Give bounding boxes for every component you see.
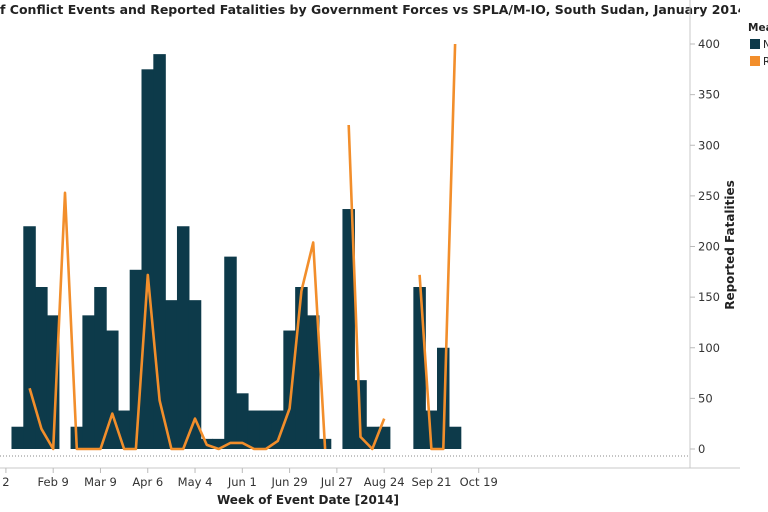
bar [82,315,95,449]
bar [247,410,261,449]
bar [165,300,178,449]
line-layer [28,43,457,451]
bar [306,315,320,449]
y-tick-label: 300 [698,138,720,152]
series-line [28,191,327,451]
bar [106,330,119,449]
bar [271,410,285,449]
y-tick-label: 350 [698,88,720,102]
bar [117,410,131,449]
chart-title: f Conflict Events and Reported Fatalitie… [0,2,740,17]
legend-label: N [763,39,768,51]
bars-layer [11,54,462,449]
y-tick-label: 400 [698,37,720,51]
bar [129,269,143,449]
x-tick-label: Aug 24 [364,475,405,489]
bar [377,426,391,449]
series-line [418,43,457,451]
bar [176,226,190,449]
bar [413,287,426,449]
y-tick-label: 50 [698,391,713,405]
legend: Mea NR [748,22,768,68]
legend-title: Mea [748,22,768,34]
bar [94,287,107,449]
x-tick-label: Jul 27 [320,475,353,489]
x-tick-label: May 4 [178,475,213,489]
bar [283,330,296,449]
bar [212,438,225,449]
y-axis-title: Reported Fatalities [723,180,737,310]
x-tick-label: 2 [2,475,9,489]
bar [342,209,355,449]
bar [46,315,60,449]
x-tick-label: Jun 1 [227,475,257,489]
bar [35,287,48,449]
y-tick-label: 250 [698,189,720,203]
bar [448,426,462,449]
y-tick-label: 0 [698,442,705,456]
bar [224,256,237,449]
x-tick-label: Oct 19 [460,475,498,489]
x-axis-title: Week of Event Date [2014] [217,493,399,507]
legend-swatch [750,39,760,49]
x-tick-label: Apr 6 [132,475,163,489]
bar [295,287,308,449]
x-tick-label: Mar 9 [84,475,117,489]
bar [23,226,36,449]
bar [153,54,166,449]
y-tick-label: 150 [698,290,720,304]
x-tick-label: Sep 21 [411,475,451,489]
x-tick-label: Feb 9 [38,475,69,489]
bar [259,410,273,449]
bar [11,426,24,449]
y-axis-ticks: 0 50 100 150 200 250 300 350 400 [690,37,720,456]
legend-label: R [763,56,768,68]
series-line [347,124,386,451]
bar [188,300,202,449]
bar [236,393,249,449]
y-tick-label: 100 [698,341,720,355]
bar [141,69,154,449]
y-tick-label: 200 [698,240,720,254]
legend-swatch [750,56,760,66]
x-axis-ticks: 2 Feb 9 Mar 9 Apr 6 May 4 Jun 1 Jun 29 Jul 27 Au… [2,468,498,489]
x-tick-label: Jun 29 [270,475,307,489]
